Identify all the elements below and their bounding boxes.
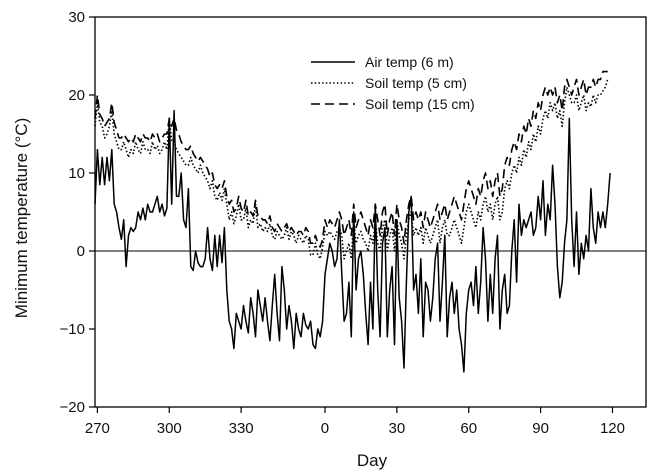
y-tick-label: 10 (68, 165, 85, 182)
x-tick-label: 0 (321, 420, 329, 437)
x-tick-label: 60 (460, 420, 477, 437)
legend-label-soil-15cm: Soil temp (15 cm) (365, 96, 475, 112)
y-axis-label: Minimum temperature (°C) (12, 118, 31, 318)
series-line-3 (94, 70, 608, 248)
x-axis-ticks: 270 300 330 0 30 60 90 120 (85, 407, 625, 437)
legend-label-soil-5cm: Soil temp (5 cm) (365, 75, 467, 91)
x-axis-label: Day (357, 451, 388, 470)
y-tick-label: 30 (68, 9, 85, 26)
x-tick-label: 90 (532, 420, 549, 437)
x-tick-label: 120 (600, 420, 625, 437)
legend-label-air-temp: Air temp (6 m) (365, 54, 454, 70)
series-line-1 (94, 109, 611, 373)
x-tick-label: 30 (389, 420, 406, 437)
legend: Air temp (6 m) Soil temp (5 cm) Soil tem… (311, 54, 475, 112)
plot-frame (94, 16, 647, 408)
x-tick-label: 270 (85, 420, 110, 437)
x-tick-label: 330 (229, 420, 254, 437)
y-axis-ticks: 30 20 10 0 −10 −20 (60, 9, 95, 416)
x-tick-label: 300 (157, 420, 182, 437)
y-tick-label: −10 (60, 321, 85, 338)
y-tick-label: −20 (60, 399, 85, 416)
plot-area (94, 16, 647, 408)
y-tick-label: 20 (68, 87, 85, 104)
y-tick-label: 0 (77, 243, 85, 260)
